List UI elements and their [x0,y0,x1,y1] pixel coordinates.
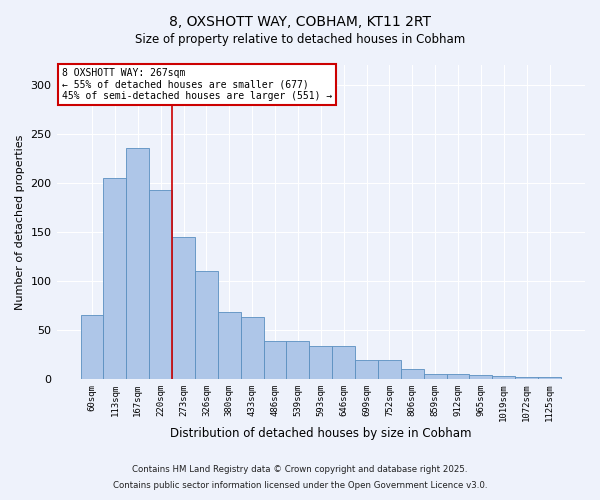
Bar [218,312,241,379]
Bar [263,340,286,379]
Bar [469,375,493,379]
Bar [195,271,218,379]
Bar [515,377,538,379]
Bar [286,340,310,379]
Bar [127,148,149,379]
Bar [310,346,332,379]
Text: 8, OXSHOTT WAY, COBHAM, KT11 2RT: 8, OXSHOTT WAY, COBHAM, KT11 2RT [169,15,431,29]
X-axis label: Distribution of detached houses by size in Cobham: Distribution of detached houses by size … [170,427,472,440]
Bar [446,374,469,379]
Bar [355,360,378,379]
Bar [538,377,561,379]
Text: Contains HM Land Registry data © Crown copyright and database right 2025.: Contains HM Land Registry data © Crown c… [132,466,468,474]
Bar [103,178,127,379]
Bar [241,317,263,379]
Bar [149,190,172,379]
Text: Contains public sector information licensed under the Open Government Licence v3: Contains public sector information licen… [113,480,487,490]
Bar [493,376,515,379]
Bar [332,346,355,379]
Y-axis label: Number of detached properties: Number of detached properties [15,134,25,310]
Bar [378,360,401,379]
Bar [80,315,103,379]
Text: Size of property relative to detached houses in Cobham: Size of property relative to detached ho… [135,32,465,46]
Text: 8 OXSHOTT WAY: 267sqm
← 55% of detached houses are smaller (677)
45% of semi-det: 8 OXSHOTT WAY: 267sqm ← 55% of detached … [62,68,332,102]
Bar [401,369,424,379]
Bar [172,236,195,379]
Bar [424,374,446,379]
